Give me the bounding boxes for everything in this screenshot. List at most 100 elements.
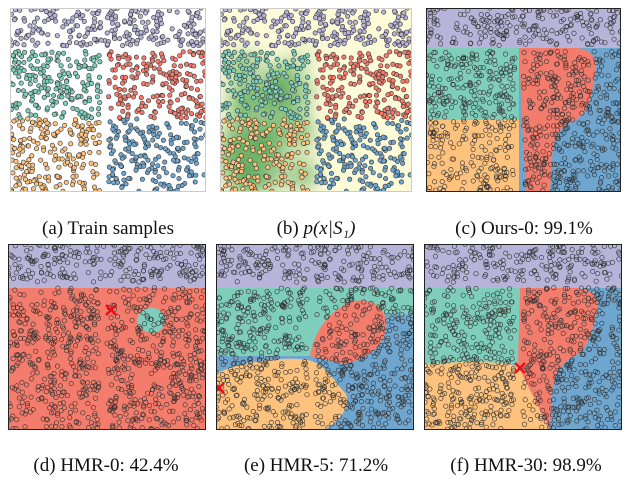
sample-point	[160, 137, 166, 143]
sample-point	[544, 142, 550, 148]
sample-point	[77, 298, 83, 304]
sample-point	[336, 391, 342, 397]
sample-point	[323, 129, 329, 135]
sample-point	[538, 60, 544, 66]
sample-point	[163, 256, 169, 262]
sample-point	[294, 402, 300, 408]
sample-point	[324, 115, 330, 121]
sample-point	[362, 163, 368, 169]
sample-point	[198, 294, 204, 300]
sample-point	[301, 162, 307, 168]
sample-point	[303, 94, 309, 100]
sample-point	[399, 366, 405, 372]
sample-point	[559, 8, 565, 15]
sample-point	[428, 125, 434, 131]
sample-point	[257, 358, 263, 364]
sample-point	[141, 55, 147, 61]
sample-point	[259, 396, 265, 402]
sample-point	[529, 134, 535, 140]
sample-point	[342, 341, 348, 347]
sample-point	[427, 33, 433, 39]
sample-point	[10, 426, 16, 430]
sample-point	[154, 143, 160, 149]
sample-point	[555, 136, 561, 142]
sample-point	[381, 365, 387, 371]
sample-point	[238, 303, 244, 309]
sample-point	[112, 84, 118, 90]
sample-point	[431, 161, 437, 167]
sample-point	[26, 353, 32, 359]
sample-point	[385, 115, 391, 121]
sample-point	[96, 139, 102, 145]
sample-point	[537, 95, 543, 101]
sample-point	[120, 43, 126, 49]
sample-point	[597, 67, 603, 73]
sample-point	[98, 256, 104, 262]
sample-point	[387, 145, 393, 151]
sample-point	[121, 367, 127, 373]
sample-point	[54, 329, 60, 335]
sample-point	[478, 155, 484, 161]
sample-point	[603, 52, 609, 58]
sample-point	[16, 265, 22, 271]
sample-point	[397, 43, 403, 49]
sample-point	[368, 165, 374, 171]
sample-point	[431, 130, 437, 136]
sample-point	[331, 392, 337, 398]
sample-point	[305, 20, 311, 26]
sample-point	[608, 20, 614, 26]
sample-point	[478, 107, 484, 113]
sample-point	[12, 287, 18, 293]
sample-point	[165, 37, 171, 43]
sample-point	[382, 167, 388, 173]
sample-point	[565, 125, 571, 131]
sample-point	[365, 51, 371, 57]
sample-point	[249, 251, 255, 257]
sample-point	[504, 84, 510, 90]
sample-point	[234, 279, 240, 285]
sample-point	[573, 77, 579, 83]
sample-point	[154, 29, 160, 35]
sample-point	[88, 160, 94, 166]
sample-point	[41, 147, 47, 153]
sample-point	[142, 154, 148, 160]
sample-point	[450, 82, 456, 88]
sample-point	[336, 330, 342, 336]
sample-point	[131, 304, 137, 310]
sample-point	[133, 257, 139, 263]
sample-point	[161, 257, 167, 263]
sample-point	[172, 110, 178, 116]
sample-point	[563, 62, 569, 68]
sample-point	[601, 89, 607, 95]
sample-point	[141, 403, 147, 409]
sample-point	[453, 40, 459, 46]
sample-point	[561, 168, 567, 174]
sample-point	[383, 176, 389, 182]
sample-point	[258, 49, 264, 55]
sample-point	[604, 82, 610, 88]
sample-point	[564, 87, 570, 93]
sample-point	[38, 396, 44, 402]
sample-point	[579, 110, 585, 116]
sample-point	[438, 41, 444, 47]
sample-point	[59, 417, 65, 423]
sample-point	[192, 129, 198, 135]
sample-point	[505, 98, 511, 104]
sample-point	[498, 128, 504, 134]
sample-point	[315, 278, 321, 284]
sample-point	[511, 123, 517, 129]
sample-point	[39, 385, 45, 391]
sample-point	[337, 344, 343, 350]
sample-point	[154, 18, 160, 24]
sample-point	[281, 393, 287, 399]
sample-point	[344, 297, 350, 303]
sample-point	[179, 316, 185, 322]
sample-point	[70, 105, 76, 111]
sample-point	[329, 94, 335, 100]
sample-point	[493, 128, 499, 134]
sample-point	[231, 360, 237, 366]
sample-point	[596, 107, 602, 113]
sample-point	[278, 377, 284, 383]
sample-point	[509, 58, 515, 64]
sample-point	[140, 19, 146, 25]
